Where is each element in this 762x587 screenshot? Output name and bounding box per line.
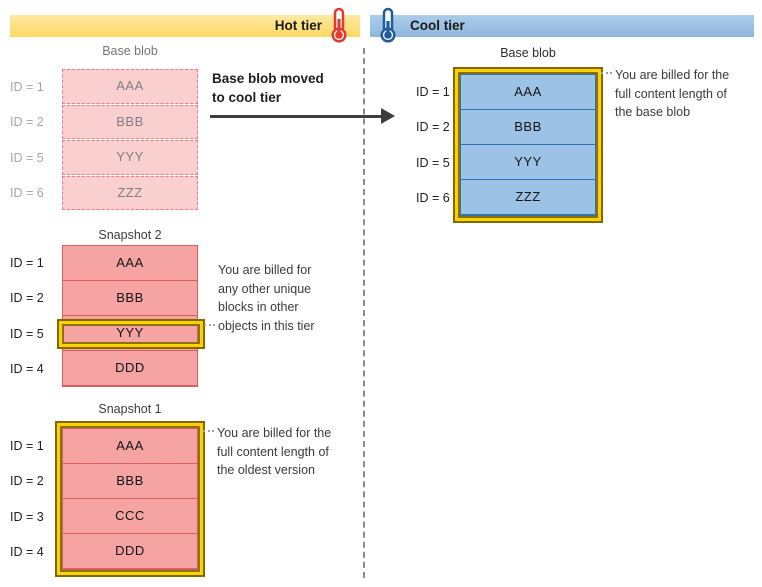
block-cell: YYY (62, 140, 198, 175)
snapshot2-blocks: AAA BBB YYY DDD (57, 245, 205, 387)
snapshot1-blob: ID = 1 ID = 2 ID = 3 ID = 4 AAA BBB CCC … (10, 421, 205, 577)
block-id-label: ID = 3 (10, 509, 44, 524)
hot-base-blob: ID = 1 ID = 2 ID = 5 ID = 6 AAA BBB YYY … (10, 69, 198, 211)
block-id-label: ID = 5 (10, 326, 44, 341)
cool-base-blob-ids: ID = 1 ID = 2 ID = 5 ID = 6 (416, 74, 452, 216)
hot-base-blob-blocks: AAA BBB YYY ZZZ (62, 69, 198, 211)
block-id-label: ID = 2 (416, 120, 450, 135)
block-cell: ZZZ (62, 175, 198, 210)
block-cell: DDD (63, 534, 197, 569)
block-id-label: ID = 5 (416, 155, 450, 170)
block-cell: BBB (461, 110, 595, 145)
snapshot1-title: Snapshot 1 (98, 402, 162, 416)
cool-tier-label: Cool tier (410, 18, 465, 33)
hot-tier-label: Hot tier (274, 18, 322, 33)
block-cell: AAA (62, 69, 198, 104)
block-id-label: ID = 4 (10, 362, 44, 377)
note-connector-dots (204, 324, 215, 326)
block-cell: BBB (62, 104, 198, 139)
block-id-label: ID = 4 (10, 545, 44, 560)
snapshot2-ids: ID = 1 ID = 2 ID = 5 ID = 4 (10, 245, 54, 387)
block-cell: DDD (63, 351, 197, 386)
block-id-label: ID = 2 (10, 291, 44, 306)
cool-base-blob-billing-note: You are billed for the full content leng… (615, 68, 730, 119)
block-cell: AAA (63, 429, 197, 464)
block-id-label: ID = 1 (10, 79, 44, 94)
block-id-label: ID = 1 (10, 438, 44, 453)
moved-to-cool-label: Base blob moved to cool tier (212, 71, 324, 105)
block-id-label: ID = 1 (416, 84, 450, 99)
block-id-label: ID = 1 (10, 255, 44, 270)
tier-separator-dashed-line (363, 48, 365, 578)
note-connector-dots (203, 430, 214, 432)
cool-thermometer-icon (380, 7, 396, 43)
hot-tier-bar: Hot tier (10, 15, 360, 37)
cool-base-blob-title: Base blob (500, 46, 556, 60)
transition-arrow-line (210, 115, 382, 118)
snapshot1-blocks: AAA BBB CCC DDD (55, 421, 205, 577)
block-cell: AAA (63, 246, 197, 281)
cool-base-blob: ID = 1 ID = 2 ID = 5 ID = 6 AAA BBB YYY … (416, 67, 603, 223)
cool-tier-bar: Cool tier (370, 15, 754, 37)
transition-arrow-head-icon (381, 108, 395, 124)
hot-base-blob-ids: ID = 1 ID = 2 ID = 5 ID = 6 (10, 69, 54, 211)
block-id-label: ID = 2 (10, 115, 44, 130)
note-connector-dots (601, 72, 612, 74)
block-id-label: ID = 2 (10, 474, 44, 489)
snapshot1-billing-note: You are billed for the full content leng… (217, 426, 332, 477)
block-id-label: ID = 6 (10, 186, 44, 201)
block-cell: YYY (461, 145, 595, 180)
hot-thermometer-icon (331, 7, 347, 43)
snapshot2-blob: ID = 1 ID = 2 ID = 5 ID = 4 AAA BBB YYY … (10, 245, 205, 387)
snapshot2-billing-note: You are billed for any other unique bloc… (218, 263, 315, 333)
block-cell: ZZZ (461, 180, 595, 215)
block-cell: BBB (63, 281, 197, 316)
block-id-label: ID = 6 (416, 191, 450, 206)
hot-base-blob-title: Base blob (102, 44, 158, 58)
block-cell: BBB (63, 464, 197, 499)
block-cell: CCC (63, 499, 197, 534)
block-cell: AAA (461, 75, 595, 110)
cool-base-blob-blocks: AAA BBB YYY ZZZ (453, 67, 603, 223)
snapshot1-ids: ID = 1 ID = 2 ID = 3 ID = 4 (10, 428, 54, 570)
block-cell: YYY (63, 316, 197, 351)
block-id-label: ID = 5 (10, 150, 44, 165)
snapshot2-title: Snapshot 2 (98, 228, 162, 242)
